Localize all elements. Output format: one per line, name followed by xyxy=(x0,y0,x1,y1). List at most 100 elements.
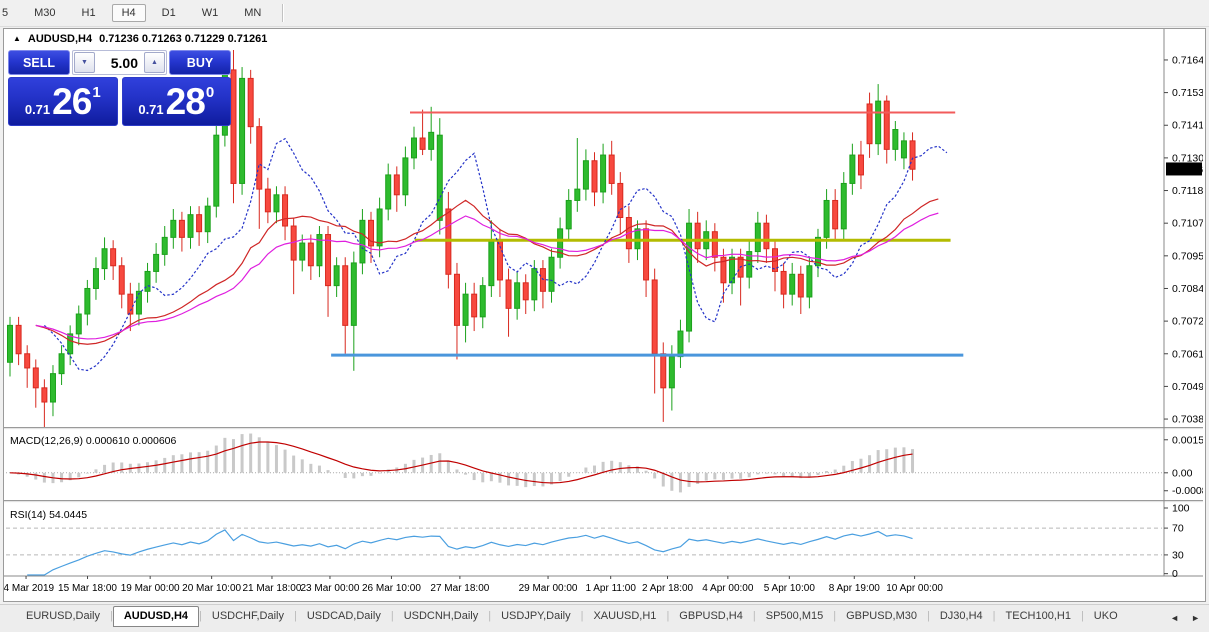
candle-body xyxy=(282,194,289,227)
tab-GBPUSD-H4[interactable]: GBPUSD,H4 xyxy=(679,610,743,622)
candle-body xyxy=(247,77,254,128)
candle-body xyxy=(462,293,469,326)
candle-body xyxy=(307,242,314,267)
tab-separator: | xyxy=(488,610,492,622)
sell-price-big: 26 xyxy=(52,81,92,122)
candle-body xyxy=(729,256,736,284)
candle-body xyxy=(342,265,349,326)
buy-price-box[interactable]: 0.71 28 0 xyxy=(121,77,231,126)
candle-body xyxy=(780,270,787,295)
candle-body xyxy=(514,282,521,309)
candle-body xyxy=(15,324,22,355)
timeframe-5[interactable]: 5 xyxy=(0,4,18,22)
tab-separator: | xyxy=(992,610,996,622)
candle-body xyxy=(892,129,899,150)
candle-body xyxy=(849,154,856,184)
candle-body xyxy=(359,219,366,264)
chart-tab-bar: EURUSD,Daily | AUDUSD,H4 | USDCHF,Daily | USDC… xyxy=(0,604,1209,632)
pane-splitter[interactable] xyxy=(4,427,1203,430)
tab-GBPUSD-M30[interactable]: GBPUSD,M30 xyxy=(846,610,917,622)
candle-body xyxy=(350,262,357,326)
candle-body xyxy=(135,290,142,315)
candle-body xyxy=(591,160,598,193)
volume-input[interactable] xyxy=(96,51,143,74)
candle-body xyxy=(170,219,177,238)
candle-body xyxy=(677,330,684,358)
time-axis-label: 5 Apr 10:00 xyxy=(764,583,816,594)
candle-body xyxy=(419,137,426,150)
tab-separator: | xyxy=(109,610,113,622)
candle-body xyxy=(67,333,74,355)
timeframe-M30[interactable]: M30 xyxy=(24,4,65,22)
macd-axis-label: -0.000835 xyxy=(1172,485,1203,497)
tab-XAUUSD-H1[interactable]: XAUUSD,H1 xyxy=(593,610,657,622)
timeframe-MN[interactable]: MN xyxy=(234,4,271,22)
time-axis-label: 29 Mar 00:00 xyxy=(519,583,578,594)
tab-USDJPY-Daily[interactable]: USDJPY,Daily xyxy=(501,610,571,622)
sell-price-box[interactable]: 0.71 26 1 xyxy=(8,77,118,126)
tab-EURUSD-Daily[interactable]: EURUSD,Daily xyxy=(26,610,100,622)
price-axis-label: 0.70725 xyxy=(1172,316,1203,328)
tab-separator: | xyxy=(294,610,297,622)
timeframe-W1[interactable]: W1 xyxy=(192,4,229,22)
candle-body xyxy=(840,182,847,230)
pane-splitter[interactable] xyxy=(4,500,1203,503)
candle-body xyxy=(49,373,56,403)
volume-decrease-button[interactable]: ▼ xyxy=(74,52,95,73)
candle-body xyxy=(488,239,495,287)
collapse-triangle-icon[interactable]: ▲ xyxy=(13,34,21,43)
volume-spinner: ▼ ▲ xyxy=(72,50,167,75)
timeframe-D1[interactable]: D1 xyxy=(152,4,186,22)
tab-separator: | xyxy=(927,610,930,622)
timeframe-toolbar: 5 M30 H1 H4 D1 W1 MN xyxy=(0,0,1209,27)
candle-body xyxy=(230,69,237,184)
time-axis-label: 14 Mar 2019 xyxy=(4,583,55,594)
candle-body xyxy=(806,265,813,298)
chart-tabs: EURUSD,Daily | AUDUSD,H4 | USDCHF,Daily | USDC… xyxy=(0,605,1209,627)
timeframe-H4[interactable]: H4 xyxy=(111,4,146,22)
time-axis-label: 4 Apr 00:00 xyxy=(702,583,754,594)
candle-body xyxy=(557,228,564,258)
candle-body xyxy=(92,268,99,289)
chart-window: 0.716450.715300.714150.713000.711850.710… xyxy=(3,28,1206,602)
tab-USDCNH-Daily[interactable]: USDCNH,Daily xyxy=(403,610,479,622)
candle-body xyxy=(505,279,512,309)
candle-body xyxy=(763,222,770,250)
macd-axis-label: 0.001538 xyxy=(1172,434,1203,446)
rsi-axis-label: 100 xyxy=(1172,503,1190,515)
tab-DJ30-H4[interactable]: DJ30,H4 xyxy=(939,610,983,622)
candle-body xyxy=(325,234,332,287)
chart-ohlc-values: 0.71236 0.71263 0.71229 0.71261 xyxy=(99,33,268,45)
price-axis-label: 0.70955 xyxy=(1172,250,1203,262)
macd-signal-line xyxy=(9,441,913,484)
volume-increase-button[interactable]: ▲ xyxy=(144,52,165,73)
trade-panel-controls: SELL ▼ ▲ BUY xyxy=(8,50,231,75)
candle-body xyxy=(32,367,39,389)
candle-body xyxy=(823,199,830,238)
tabs-scroll-left-icon[interactable]: ◄ xyxy=(1170,613,1180,623)
tab-UKO[interactable]: UKO xyxy=(1093,610,1118,622)
candle-body xyxy=(522,282,529,301)
candle-body xyxy=(153,253,160,272)
buy-button[interactable]: BUY xyxy=(169,50,231,75)
macd-axis-label: 0.00 xyxy=(1172,467,1193,479)
tab-AUDUSD-H4[interactable]: AUDUSD,H4 xyxy=(112,606,200,627)
candle-body xyxy=(213,134,220,207)
tab-USDCHF-Daily[interactable]: USDCHF,Daily xyxy=(211,610,284,622)
tab-USDCAD-Daily[interactable]: USDCAD,Daily xyxy=(306,610,381,622)
candle-body xyxy=(857,154,864,176)
sell-button[interactable]: SELL xyxy=(8,50,70,75)
tab-TECH100-H1[interactable]: TECH100,H1 xyxy=(1005,610,1071,622)
tab-SP500-M15[interactable]: SP500,M15 xyxy=(765,610,824,622)
candle-body xyxy=(643,228,650,281)
timeframe-H1[interactable]: H1 xyxy=(72,4,106,22)
candle-body xyxy=(797,273,804,298)
tab-separator: | xyxy=(833,610,837,622)
tab-separator: | xyxy=(666,610,670,622)
time-axis-label: 1 Apr 11:00 xyxy=(585,583,636,594)
buy-price-pipette: 0 xyxy=(205,84,215,101)
candle-body xyxy=(428,131,435,150)
tabs-scroll-right-icon[interactable]: ► xyxy=(1191,613,1200,623)
